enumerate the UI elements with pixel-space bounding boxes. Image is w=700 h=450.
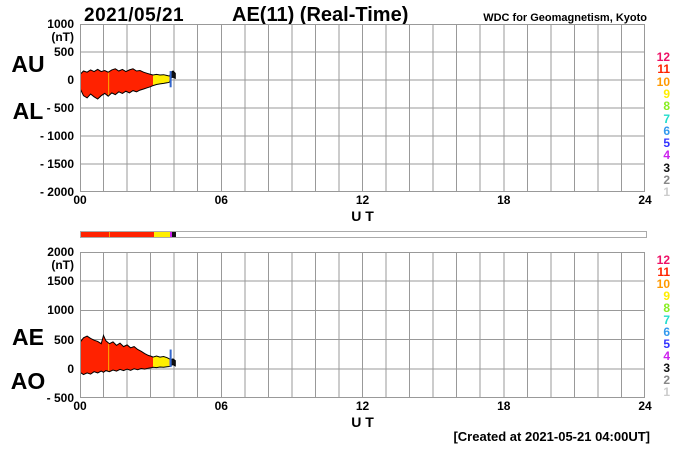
y-tick-label: 1500	[47, 274, 74, 289]
y-tick-label: - 500	[46, 101, 74, 115]
coverage-segment-11-stations	[81, 232, 154, 237]
legend-station-count: 8	[663, 301, 670, 315]
y-tick-label: 1000	[47, 303, 74, 318]
legend-station-count: 3	[663, 361, 670, 375]
legend-station-count: 10	[656, 277, 670, 291]
legend-station-count: 1	[663, 385, 670, 399]
legend-station-count: 6	[663, 325, 670, 339]
y-tick-label: 1000	[47, 17, 74, 31]
legend-station-count: 9	[663, 289, 670, 303]
legend-station-count: 3	[663, 160, 670, 175]
legend-station-count: 5	[663, 136, 670, 151]
y-tick-label: - 2000	[39, 185, 74, 199]
legend-station-count: 12	[656, 253, 670, 267]
coverage-segment-10-stations	[109, 232, 111, 237]
panel-label-ao: AO	[10, 368, 46, 394]
y-tick-label: - 1500	[39, 157, 74, 171]
y-tick-label: 2000	[47, 245, 74, 259]
legend-station-count: 10	[656, 74, 670, 89]
y-tick-label: 0	[67, 361, 74, 376]
x-axis-label: U T	[351, 208, 374, 224]
coverage-segment-9-stations	[153, 232, 171, 237]
x-tick-label: 18	[497, 193, 511, 207]
legend-station-count: 4	[663, 349, 670, 363]
au-al-chart	[80, 24, 645, 192]
x-tick-label: 06	[214, 399, 228, 413]
y-axis-unit: (nT)	[51, 258, 74, 272]
legend-station-count: 4	[663, 148, 670, 163]
legend-station-count: 9	[663, 86, 670, 101]
coverage-segment-4-stations	[170, 232, 173, 237]
legend-station-count: 7	[663, 111, 670, 126]
legend-station-count: 2	[663, 373, 670, 387]
ae-ao-chart	[80, 252, 645, 398]
x-tick-label: 00	[73, 399, 87, 413]
x-tick-label: 24	[638, 399, 652, 413]
coverage-segment-3-stations	[172, 232, 177, 237]
data-source-label: WDC for Geomagnetism, Kyoto	[483, 12, 647, 24]
y-tick-label: 500	[53, 45, 74, 59]
y-tick-label: 0	[67, 73, 74, 87]
x-tick-label: 12	[355, 399, 370, 413]
x-tick-label: 06	[214, 193, 228, 207]
panel-label-al: AL	[12, 98, 44, 124]
legend-station-count: 7	[663, 313, 670, 327]
legend-station-count: 5	[663, 337, 670, 351]
legend-station-count: 8	[663, 99, 670, 114]
plot-date: 2021/05/21	[84, 5, 185, 26]
y-axis-unit: (nT)	[51, 30, 74, 44]
panel-label-ae: AE	[12, 324, 44, 350]
y-tick-label: 500	[53, 332, 74, 347]
y-tick-label: - 1000	[39, 129, 74, 143]
x-tick-label: 12	[355, 193, 370, 207]
x-tick-label: 18	[497, 399, 511, 413]
panel-label-au: AU	[11, 51, 45, 77]
x-tick-label: 24	[638, 193, 652, 207]
x-axis-label: U T	[351, 414, 374, 430]
plot-title: AE(11) (Real-Time)	[232, 4, 409, 26]
legend-station-count: 6	[663, 123, 670, 138]
station-coverage-bar	[80, 231, 647, 238]
y-tick-label: - 500	[46, 391, 74, 405]
legend-station-count: 11	[657, 265, 670, 279]
legend-station-count: 2	[663, 173, 670, 187]
legend-station-count: 11	[657, 62, 670, 77]
legend-station-count: 12	[656, 50, 670, 64]
legend-station-count: 1	[663, 185, 670, 200]
created-timestamp: [Created at 2021-05-21 04:00UT]	[453, 429, 650, 444]
x-tick-label: 00	[73, 193, 87, 207]
